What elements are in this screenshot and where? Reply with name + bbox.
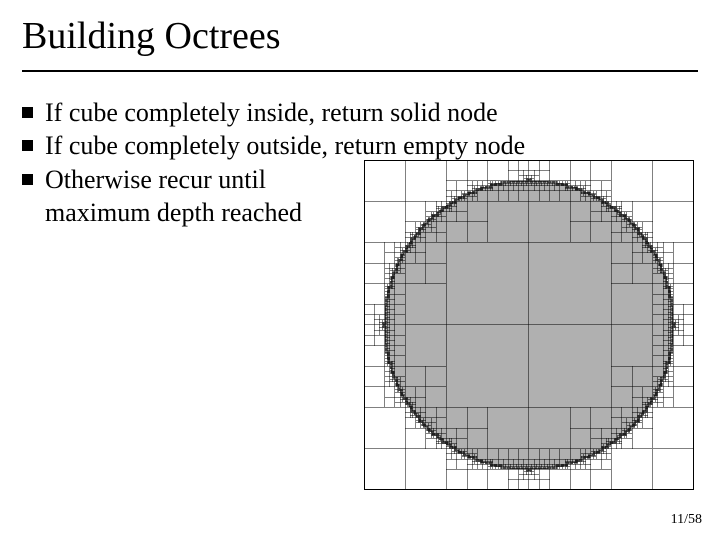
page-number: 11/58 xyxy=(671,512,702,528)
bullet-text: If cube completely inside, return solid … xyxy=(45,96,498,129)
quadtree-figure xyxy=(364,160,694,490)
bullet-text: maximum depth reached xyxy=(45,196,302,229)
bullet-square-icon xyxy=(22,140,33,151)
title-underline xyxy=(22,70,698,72)
bullet-text: If cube completely outside, return empty… xyxy=(45,129,525,162)
slide-title: Building Octrees xyxy=(22,14,281,58)
bullet-item: If cube completely inside, return solid … xyxy=(22,96,525,129)
bullet-square-icon xyxy=(22,174,33,185)
bullet-text: Otherwise recur until xyxy=(45,163,266,196)
bullet-square-icon xyxy=(22,107,33,118)
bullet-item: If cube completely outside, return empty… xyxy=(22,129,525,162)
